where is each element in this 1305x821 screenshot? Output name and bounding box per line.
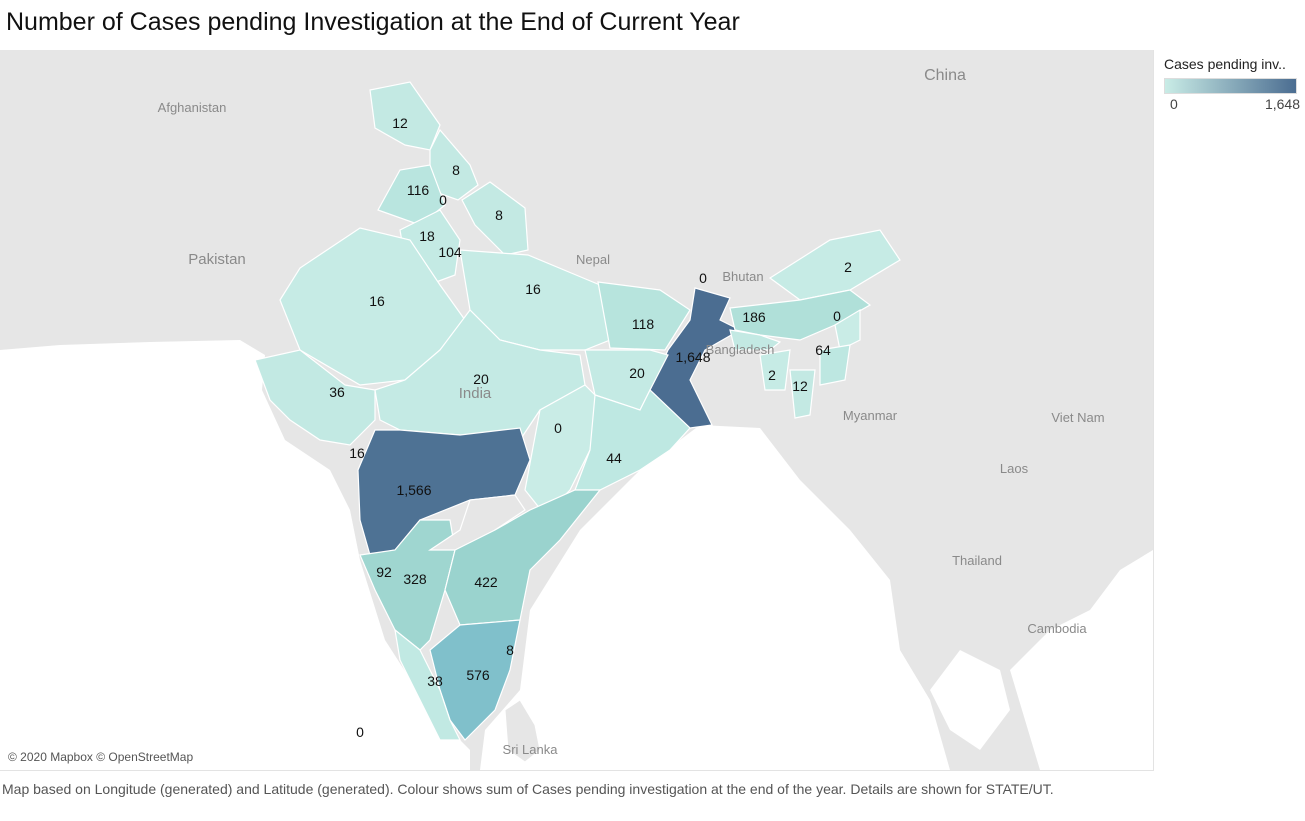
value-label: 0 (439, 192, 447, 208)
country-label-sri-lanka: Sri Lanka (503, 742, 559, 757)
state-punjab[interactable] (377, 164, 446, 226)
state-shapes[interactable] (254, 81, 901, 741)
value-label: 16 (369, 293, 385, 309)
country-label-pakistan: Pakistan (188, 251, 246, 268)
country-label-laos: Laos (1000, 461, 1029, 476)
value-label: 16 (525, 281, 541, 297)
country-label-bhutan: Bhutan (722, 269, 763, 284)
state-odisha[interactable] (574, 389, 691, 491)
sri-lanka-shape (504, 699, 541, 763)
value-label: 20 (629, 365, 645, 381)
value-label: 0 (554, 420, 562, 436)
value-label: 104 (438, 244, 462, 260)
value-label: 118 (632, 316, 655, 332)
state-value-labels: 12 8 116 0 8 18 104 16 16 0 118 186 2 0 … (329, 115, 852, 740)
state-andhra-pradesh[interactable] (444, 489, 602, 626)
legend-min-label: 0 (1170, 96, 1178, 112)
value-label: 8 (452, 162, 460, 178)
value-label: 44 (606, 450, 622, 466)
value-label: 8 (495, 207, 503, 223)
value-label: 328 (403, 571, 427, 587)
value-label: 16 (349, 445, 365, 461)
value-label: 186 (742, 309, 766, 325)
state-uttarakhand[interactable] (461, 181, 529, 256)
value-label: 0 (699, 270, 707, 286)
color-legend[interactable]: Cases pending inv.. 0 1,648 (1164, 56, 1304, 112)
country-label-bangladesh: Bangladesh (706, 342, 775, 357)
legend-title: Cases pending inv.. (1164, 56, 1286, 72)
country-label-china: China (924, 67, 966, 84)
country-label-india: India (459, 385, 492, 402)
country-label-myanmar: Myanmar (843, 408, 898, 423)
legend-max-label: 1,648 (1264, 96, 1300, 112)
value-label: 36 (329, 384, 345, 400)
value-label: 20 (473, 371, 489, 387)
legend-color-ramp (1164, 78, 1297, 94)
value-label: 116 (407, 182, 430, 198)
map-canvas[interactable]: China Afghanistan Pakistan Nepal Bhutan … (0, 50, 1153, 770)
value-label: 1,566 (396, 482, 431, 498)
map-copyright[interactable]: © 2020 Mapbox © OpenStreetMap (8, 750, 194, 764)
country-label-afghanistan: Afghanistan (158, 100, 227, 115)
value-label: 92 (376, 564, 392, 580)
value-label: 0 (833, 308, 841, 324)
country-label-cambodia: Cambodia (1027, 621, 1087, 636)
state-tripura[interactable] (759, 349, 791, 391)
value-label: 12 (792, 378, 808, 394)
value-label: 0 (356, 724, 364, 740)
value-label: 422 (474, 574, 498, 590)
state-mizoram[interactable] (789, 369, 816, 419)
value-label: 2 (768, 367, 776, 383)
state-meghalaya[interactable] (729, 329, 782, 351)
value-label: 18 (419, 228, 435, 244)
map-view[interactable]: China Afghanistan Pakistan Nepal Bhutan … (0, 50, 1154, 771)
state-chhattisgarh[interactable] (524, 384, 601, 516)
bay-of-bengal (480, 425, 950, 770)
value-label: 8 (506, 642, 514, 658)
gulf-of-thailand (930, 650, 1010, 750)
state-kerala[interactable] (394, 628, 461, 741)
state-west-bengal[interactable] (649, 287, 742, 429)
value-label: 576 (466, 667, 490, 683)
arabian-sea (0, 340, 470, 770)
value-label: 2 (844, 259, 852, 275)
value-label: 38 (427, 673, 443, 689)
state-manipur[interactable] (819, 344, 851, 386)
page-title: Number of Cases pending Investigation at… (6, 8, 740, 36)
state-bihar[interactable] (597, 281, 691, 351)
state-nagaland[interactable] (834, 308, 861, 351)
country-label-nepal: Nepal (576, 252, 610, 267)
country-label-vietnam: Viet Nam (1051, 410, 1104, 425)
value-label: 1,648 (675, 349, 710, 365)
value-label: 12 (392, 115, 408, 131)
map-caption: Map based on Longitude (generated) and L… (2, 781, 1054, 797)
state-gujarat[interactable] (254, 349, 376, 446)
value-label: 64 (815, 342, 831, 358)
country-label-thailand: Thailand (952, 553, 1002, 568)
south-china-sea (1010, 550, 1153, 770)
